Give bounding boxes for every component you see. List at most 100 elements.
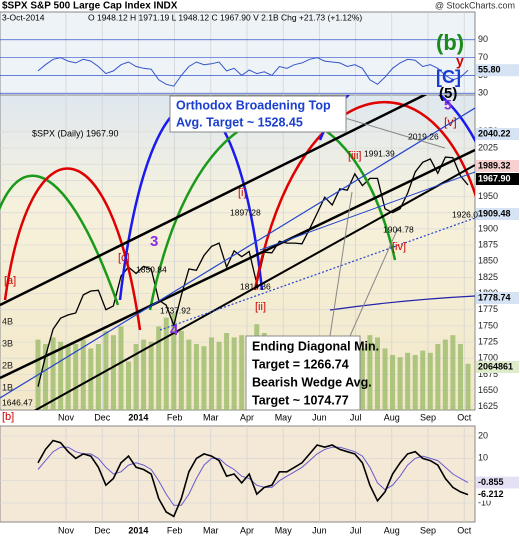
value-tag — [476, 292, 519, 304]
x-tick-label: May — [275, 412, 293, 422]
volume-bar — [201, 346, 207, 410]
volume-bar — [171, 313, 177, 410]
y-tick-label: 2B — [2, 360, 13, 370]
volume-bar — [239, 335, 245, 410]
value-label: -6.212 — [478, 489, 504, 499]
volume-bar — [427, 352, 433, 410]
volume-bar — [80, 339, 86, 410]
annotation: 1904.78 — [383, 224, 414, 234]
y-tick-label: -10 — [478, 497, 491, 507]
volume-bar — [126, 361, 132, 410]
x-tick-label: Jun — [312, 412, 327, 422]
y-tick-label: 4B — [2, 316, 13, 326]
volume-bar — [465, 363, 471, 410]
x-tick-label: Mar — [203, 525, 219, 535]
y-tick-label: 1725 — [478, 336, 498, 346]
value-label: 2064861 — [478, 361, 513, 371]
annotation: Avg. Target ~ 1528.45 — [176, 115, 303, 129]
volume-bar — [50, 337, 56, 410]
annotation: [i] — [238, 187, 247, 199]
y-tick-label: 1825 — [478, 272, 498, 282]
x-tick-label: Nov — [58, 412, 75, 422]
x-tick-label: 2014 — [128, 412, 148, 422]
volume-bar — [73, 344, 79, 410]
annotation: 1850.84 — [136, 264, 167, 274]
volume-bar — [382, 348, 388, 410]
volume-bar — [390, 355, 396, 410]
volume-bar — [141, 339, 147, 410]
volume-bar — [58, 341, 64, 410]
annotation: (b) — [436, 30, 464, 55]
annotation: 1926.0 — [452, 209, 478, 219]
x-tick-label: Apr — [240, 412, 254, 422]
annotation: 4 — [170, 322, 179, 339]
volume-bar — [405, 352, 411, 410]
volume-bar — [374, 337, 380, 410]
volume-bar — [65, 346, 71, 410]
trendline — [0, 148, 475, 380]
y-tick-label: 1625 — [478, 401, 498, 411]
annotation: Bearish Wedge Avg. — [252, 375, 372, 389]
value-label: 2040.22 — [478, 128, 511, 138]
annotation: [a] — [4, 275, 16, 287]
annotation-boxes — [169, 95, 361, 411]
x-tick-label: May — [275, 525, 293, 535]
volume-bar — [397, 357, 403, 410]
y-tick-label: 1950 — [478, 191, 498, 201]
backgrounds — [0, 11, 476, 523]
trendline — [0, 107, 475, 399]
annotation: Orthodox Broadening Top — [176, 98, 331, 112]
x-tick-label: Oct — [457, 412, 472, 422]
annotation: 3 — [150, 233, 158, 250]
volume-bar — [178, 330, 184, 410]
value-label: 1967.90 — [478, 173, 511, 183]
y-tick-label: 1875 — [478, 239, 498, 249]
x-tick-label: 2014 — [128, 525, 148, 535]
volume-bar — [367, 335, 373, 410]
volume-bar — [110, 335, 116, 410]
value-label: -0.855 — [478, 477, 504, 487]
y-tick-label: 1900 — [478, 223, 498, 233]
x-tick-label: Oct — [457, 525, 472, 535]
x-tick-label: Jul — [350, 525, 362, 535]
volume-bar — [420, 350, 426, 410]
x-tick-label: Sep — [420, 412, 436, 422]
y-tick-label: 1850 — [478, 256, 498, 266]
volume-bar — [359, 348, 365, 410]
value-tag — [476, 488, 519, 501]
annotation: 1646.47 — [2, 397, 33, 407]
value-label: 55.80 — [478, 65, 501, 75]
value-tag — [476, 361, 519, 373]
x-tick-label: Feb — [167, 525, 183, 535]
y-tick-label: 70 — [478, 52, 488, 62]
volume-bar — [442, 339, 448, 410]
y-tick-label: 1775 — [478, 304, 498, 314]
x-tick-label: Dec — [94, 525, 111, 535]
y-tick-label: 1675 — [478, 369, 498, 379]
value-label: 1778.74 — [478, 292, 511, 302]
annotation: [C] — [436, 67, 461, 87]
pointer-line — [344, 117, 446, 149]
volume-bar — [186, 339, 192, 410]
cycle-arc — [253, 101, 475, 291]
annotation: 1991.39 — [364, 148, 395, 158]
chart-title: $SPX S&P 500 Large Cap Index INDX — [2, 1, 178, 12]
y-tick-label: 30 — [478, 88, 488, 98]
annotation: (5) — [439, 85, 457, 102]
volume-bar — [412, 355, 418, 410]
legend-entry: $SPX (Daily) 1967.90 — [32, 128, 119, 138]
annotation: Ending Diagonal Min. — [252, 339, 379, 353]
value-label: 1909.48 — [478, 208, 511, 218]
volume-bar — [216, 341, 222, 410]
value-tag — [476, 128, 519, 140]
rsi-panel — [0, 11, 476, 96]
volume-bar — [231, 337, 237, 410]
volume-bar — [457, 344, 463, 410]
y-tick-label: 1650 — [478, 385, 498, 395]
annotation: [b] — [2, 411, 14, 423]
annotation: 2019.26 — [408, 131, 439, 141]
value-label: 1989.32 — [478, 160, 511, 170]
x-tick-label: Dec — [94, 412, 111, 422]
volume-bar — [148, 341, 154, 410]
